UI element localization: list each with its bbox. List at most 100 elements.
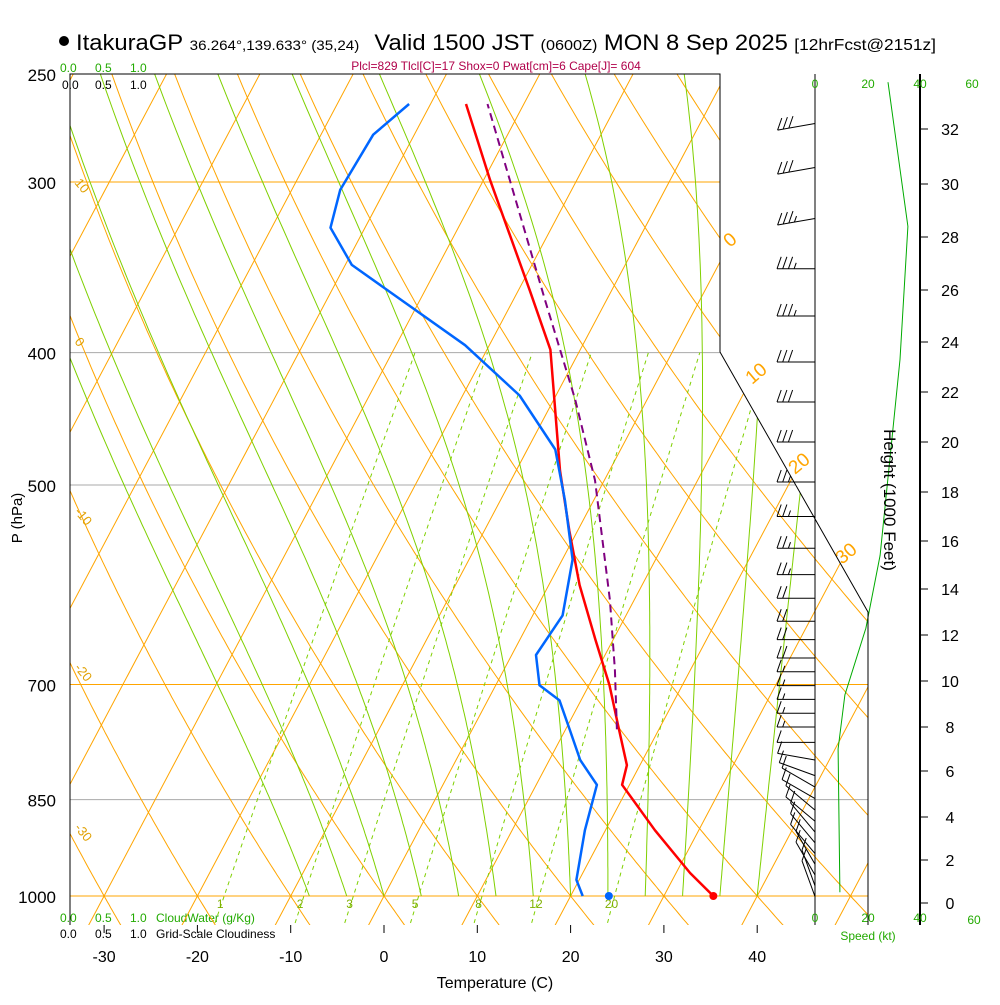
- dry-adiabat: [0, 50, 29, 931]
- speed-axis-bottom: 0 20 40 60: [812, 911, 981, 927]
- wind-barb: [776, 730, 815, 743]
- dry-adiabat: [972, 50, 1000, 931]
- speed-tick: 20: [861, 77, 875, 91]
- dry-adiabat: [537, 74, 868, 925]
- wind-barb: [777, 741, 816, 761]
- wind-barb: [795, 819, 816, 865]
- speed-axis-top: 0 20 40 60: [812, 77, 979, 91]
- wind-barb-flag: [776, 645, 782, 659]
- isotherm-line: [551, 74, 868, 925]
- wind-barb-flag: [793, 262, 797, 269]
- wind-barb-flag: [787, 475, 791, 483]
- cloud-scale-tick: 0.5: [95, 78, 112, 92]
- wind-barb-flag: [776, 429, 782, 443]
- isotherm-line: [85, 74, 554, 925]
- wind-barb-staff: [777, 123, 816, 131]
- x-tick-label: -20: [186, 949, 209, 966]
- height-tick-label: 24: [941, 335, 959, 352]
- height-tick-label: 2: [946, 853, 955, 870]
- wind-barb-flag: [777, 741, 783, 754]
- dry-adiabat: [70, 74, 315, 925]
- height-tick-label: 10: [941, 674, 959, 691]
- isotherm-line: [738, 74, 868, 925]
- height-tick-label: 12: [941, 628, 959, 645]
- wind-barb-flag: [778, 750, 784, 763]
- wind-barb-flag: [801, 837, 807, 851]
- parcel-line: [486, 103, 618, 730]
- wind-barb-flag: [776, 349, 782, 363]
- wind-barb-flag: [782, 536, 788, 549]
- station-bullet-icon: [59, 36, 69, 46]
- wind-barb-staff: [777, 752, 816, 761]
- wind-barb-flag: [776, 730, 782, 743]
- wind-barb: [776, 562, 815, 576]
- surface-temperature-point: [709, 892, 718, 900]
- wind-barb-flag: [776, 504, 782, 517]
- moist-adiabat: [577, 74, 651, 897]
- cloud-scale-tick: 0.5: [95, 61, 112, 75]
- mixing-ratio-line: [471, 352, 649, 925]
- wind-barb: [776, 303, 815, 317]
- wind-barb: [776, 429, 815, 443]
- wind-barb-flag: [782, 429, 788, 443]
- dry-adiabat-label: 10: [72, 175, 93, 196]
- wind-barb-staff: [795, 831, 816, 865]
- mixing-ratio-label: 3: [346, 897, 353, 911]
- wind-barb-flag: [777, 212, 783, 226]
- height-tick-label: 30: [941, 177, 959, 194]
- mixing-ratio-line: [529, 352, 701, 925]
- isotherm-line: [70, 74, 367, 925]
- y-tick-label: 850: [28, 792, 56, 811]
- wind-barb-flag: [782, 562, 788, 575]
- wind-barb-flag: [787, 349, 794, 363]
- wind-barb-flag: [777, 117, 783, 131]
- wind-barb-flag: [787, 429, 794, 443]
- mixing-ratio-line: [605, 352, 768, 925]
- isotherm-line: [70, 74, 274, 925]
- y-axis-title: P (hPa): [9, 493, 26, 544]
- wind-barb-flag: [776, 673, 782, 686]
- x-tick-label: -30: [93, 949, 116, 966]
- moist-adiabat: [207, 74, 497, 897]
- dry-adiabat-label: -30: [72, 820, 96, 844]
- wind-barb-flag: [782, 645, 788, 659]
- speed-tick: 20: [861, 911, 875, 925]
- moist-adiabat: [70, 74, 310, 897]
- height-tick-label: 4: [946, 810, 955, 827]
- wind-barb: [776, 714, 815, 728]
- wind-barb-staff: [785, 785, 816, 811]
- cloud-scale-tick: 0.0: [62, 78, 79, 92]
- wind-barb: [776, 673, 815, 687]
- wind-barb: [776, 256, 815, 270]
- wind-barb-flag: [782, 720, 786, 728]
- wind-barb: [790, 812, 816, 854]
- wind-barb: [776, 659, 815, 673]
- height-tick-label: 32: [941, 122, 959, 139]
- wind-barb: [776, 349, 815, 363]
- moist-adiabat: [281, 74, 534, 897]
- wind-barb: [776, 609, 815, 622]
- wind-barb-flag: [776, 659, 782, 672]
- wind-barb-staff: [790, 824, 816, 854]
- wind-barb-staff: [781, 767, 816, 788]
- wind-barb: [781, 755, 816, 788]
- wind-barb-flag: [793, 309, 797, 317]
- dry-adiabat-label: 0: [72, 334, 88, 349]
- wind-barb-flag: [776, 627, 782, 640]
- height-axis-title: Height (1000 Feet): [880, 429, 899, 571]
- valid-time: Valid 1500 JST: [374, 30, 534, 55]
- wind-barb-flag: [776, 303, 782, 317]
- isotherm-line: [831, 74, 868, 925]
- cloud-scale-tick: 0.0: [60, 61, 77, 75]
- height-tick-label: 26: [941, 283, 959, 300]
- wind-barb: [776, 586, 815, 599]
- wind-barb-flag: [782, 609, 788, 622]
- x-tick-label: 10: [468, 949, 486, 966]
- mixing-ratio-line: [407, 352, 592, 925]
- y-tick-label: 1000: [18, 888, 56, 907]
- height-tick-label: 22: [941, 385, 959, 402]
- wind-barb-staff: [777, 167, 816, 175]
- sounding-params: Plcl=829 Tlcl[C]=17 Shox=0 Pwat[cm]=6 Ca…: [351, 59, 641, 73]
- wind-barb-flag: [793, 215, 797, 223]
- speed-tick: 0: [812, 911, 819, 925]
